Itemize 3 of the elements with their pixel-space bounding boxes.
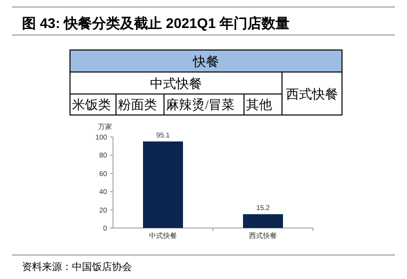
- chart-title: 图 43: 快餐分类及截止 2021Q1 年门店数量: [22, 15, 290, 31]
- classification-table: 快餐 中式快餐 西式快餐 米饭类 粉面类 麻辣烫/冒菜 其他: [70, 50, 342, 116]
- text: 资料来源：中国饭店协会: [22, 261, 132, 273]
